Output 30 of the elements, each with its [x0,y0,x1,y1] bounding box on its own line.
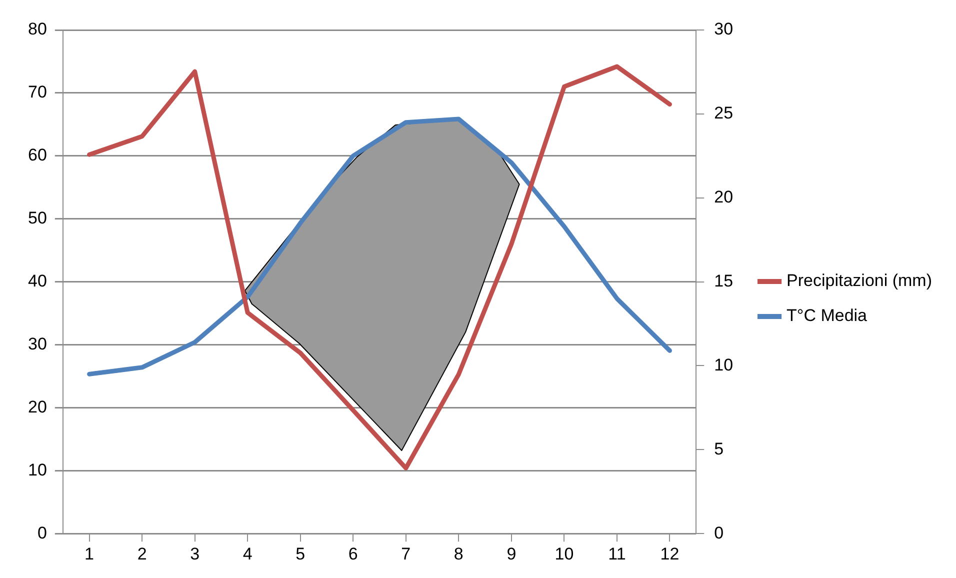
y2-tick-label: 10 [714,355,734,374]
x-tick-label: 7 [401,544,411,564]
y-tick-label: 60 [28,146,47,165]
legend-label: T°C Media [786,306,868,326]
legend-label: Precipitazioni (mm) [786,271,932,290]
x-tick-label: 6 [348,544,358,564]
y-tick-label: 0 [37,523,47,542]
y2-tick-label: 5 [714,439,724,458]
y2-tick-label: 0 [714,523,724,542]
y-tick-label: 10 [28,460,47,480]
x-tick-label: 9 [506,544,516,564]
y2-tick-label: 25 [714,104,734,123]
y-tick-label: 50 [28,208,47,228]
y-tick-label: 70 [28,82,47,102]
x-tick-label: 12 [660,544,680,564]
x-tick-label: 11 [608,544,626,564]
y-tick-label: 40 [28,271,47,290]
x-tick-label: 1 [84,544,94,564]
x-tick-label: 4 [242,544,252,564]
x-tick-label: 8 [454,544,464,564]
y-tick-label: 20 [28,397,47,416]
y2-tick-label: 15 [714,271,734,290]
x-tick-label: 5 [296,544,306,564]
y-tick-label: 80 [28,20,47,39]
y-tick-label: 30 [28,334,47,354]
x-tick-label: 2 [137,544,147,564]
y2-tick-label: 20 [714,188,734,207]
x-tick-label: 10 [554,544,574,564]
y2-tick-label: 30 [714,20,734,39]
x-tick-label: 3 [190,544,200,564]
